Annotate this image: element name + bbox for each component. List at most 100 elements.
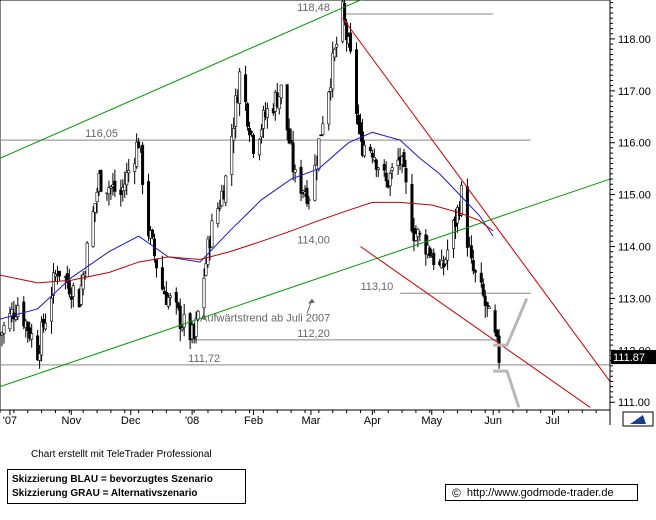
candle-body	[446, 249, 450, 261]
candle-body	[99, 170, 103, 192]
source-link[interactable]: © http://www.godmode-trader.de	[445, 484, 638, 501]
candle-body	[141, 144, 145, 185]
y-axis: 111.00112.00113.00114.00115.00116.00117.…	[609, 0, 656, 427]
candle-body	[8, 313, 12, 330]
candle-body	[384, 172, 388, 182]
candle-body	[107, 187, 111, 195]
candle-body	[238, 71, 242, 104]
candle-body	[390, 167, 394, 171]
candle-body	[370, 152, 374, 158]
candle-body	[341, 1, 345, 42]
candle-body	[327, 91, 331, 125]
candle-body	[360, 131, 364, 156]
candle-body	[234, 95, 238, 127]
candle-body	[113, 180, 117, 192]
candle-body	[224, 175, 228, 203]
candle-body	[204, 263, 208, 276]
y-tick-label: 111.00	[618, 397, 650, 409]
candle-body	[305, 187, 309, 204]
candle-body	[218, 206, 222, 209]
candle-body	[418, 232, 422, 235]
candle-body	[465, 186, 469, 248]
price-annotation: 114,00	[297, 235, 330, 247]
candle-body	[485, 301, 489, 307]
candle-body	[85, 242, 89, 278]
copyright-icon: ©	[452, 485, 461, 500]
candle-body	[119, 189, 123, 195]
candle-body	[349, 32, 353, 52]
candle-body	[196, 310, 200, 320]
candle-body	[358, 122, 362, 135]
candle-body	[291, 142, 295, 172]
candle-body	[396, 159, 400, 166]
candle-body	[135, 141, 139, 167]
candle-body	[93, 203, 97, 213]
candle-body	[321, 123, 325, 135]
y-tick-label: 113.00	[618, 293, 651, 305]
candle-body	[329, 87, 333, 92]
trend-line	[0, 178, 611, 388]
candle-body	[402, 152, 406, 167]
candle-body	[354, 49, 358, 114]
candle-body	[67, 279, 71, 295]
candle-body	[497, 335, 501, 363]
candle-body	[317, 138, 321, 170]
candle-body	[216, 208, 220, 224]
candle-body	[257, 139, 261, 156]
candle-body	[51, 272, 55, 296]
legend-blue-scenario: Skizzierung BLAU = bevorzugtes Szenario	[12, 474, 213, 485]
trend-line	[0, 0, 362, 159]
candle-body	[160, 267, 164, 290]
candle-body	[123, 183, 127, 192]
candle-body	[307, 199, 311, 201]
price-annotation: 116,05	[85, 128, 118, 140]
candle-body	[479, 272, 483, 283]
candle-body	[259, 129, 263, 138]
candle-body	[442, 262, 446, 268]
candle-body	[265, 108, 269, 118]
candle-body	[471, 260, 475, 272]
moving-average-line	[0, 201, 494, 284]
candle-body	[28, 327, 32, 339]
candle-body	[168, 295, 172, 298]
candle-body	[299, 166, 303, 194]
candle-body	[404, 168, 408, 183]
last-price-marker	[611, 350, 656, 365]
candle-body	[57, 270, 61, 277]
candle-body	[487, 306, 491, 310]
candle-body	[362, 144, 366, 157]
x-tick-label: '08	[185, 415, 199, 427]
candle-body	[232, 128, 236, 141]
x-tick-label: Jun	[484, 415, 502, 427]
candle-body	[71, 285, 75, 297]
candle-body	[424, 234, 428, 255]
price-annotation: 112,20	[297, 328, 330, 340]
candle-body	[495, 330, 499, 338]
candle-body	[333, 48, 337, 58]
price-annotation: 118,48	[297, 2, 330, 14]
candle-body	[65, 273, 69, 283]
candle-body	[194, 318, 198, 337]
candle-body	[372, 156, 376, 161]
y-tick-label: 115.00	[618, 190, 651, 202]
candle-body	[382, 164, 386, 171]
price-annotation: 111,72	[188, 353, 220, 365]
last-price-label: 111.87	[613, 352, 645, 364]
candle-body	[493, 310, 497, 333]
candle-body	[49, 297, 53, 322]
candle-body	[26, 321, 30, 332]
candle-body	[166, 297, 170, 307]
candle-body	[444, 259, 448, 265]
candle-body	[95, 191, 99, 202]
candle-body	[374, 159, 378, 170]
candle-body	[289, 140, 293, 143]
candle-body	[180, 327, 184, 331]
candle-body	[40, 321, 44, 356]
x-tick-label: Jul	[546, 415, 560, 427]
candle-body	[109, 186, 113, 189]
candle-body	[44, 322, 48, 330]
chart-credit: Chart erstellt mit TeleTrader Profession…	[31, 449, 212, 460]
x-tick-label: Nov	[62, 415, 82, 427]
candle-body	[277, 96, 281, 110]
candle-body	[244, 74, 248, 102]
